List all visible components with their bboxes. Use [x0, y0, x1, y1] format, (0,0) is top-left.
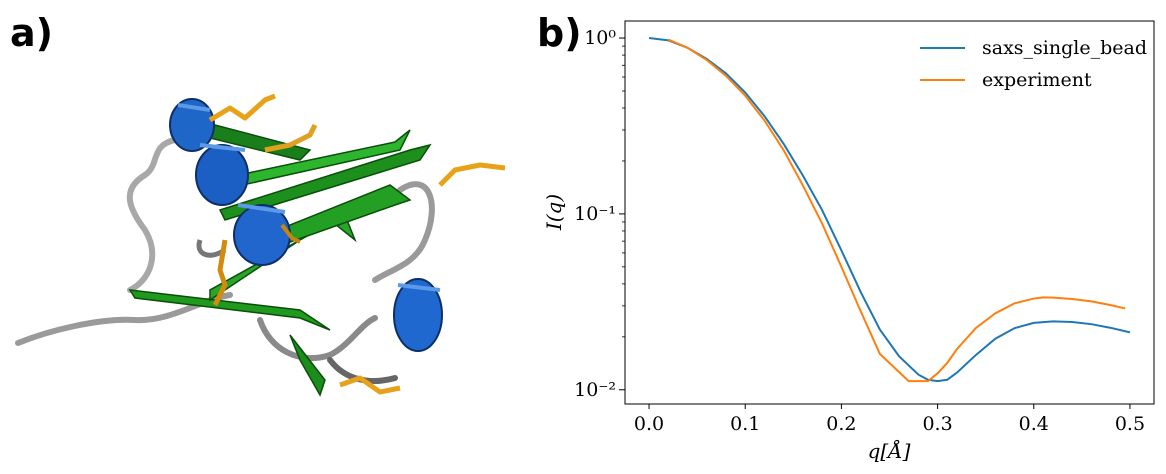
- x-tick-label: 0.5: [1115, 413, 1145, 435]
- x-tick-label: 0.0: [634, 413, 664, 435]
- y-tick-label: 10⁻¹: [574, 203, 616, 225]
- plot-frame: [624, 20, 1155, 405]
- saxs-chart: 0.0 0.1 0.2 0.3 0.4 0.5 10⁰ 10⁻¹ 10⁻² q[Å] I(q)…: [542, 20, 1155, 463]
- legend-label: experiment: [982, 69, 1092, 91]
- protein-structure-image: [15, 93, 506, 397]
- panel-a-label: a): [10, 11, 53, 55]
- y-tick-label: 10⁰: [584, 27, 616, 49]
- panel-b-label: b): [537, 11, 582, 55]
- series-line-saxs-single-bead: [648, 37, 1131, 383]
- y-axis-ticks: 10⁰ 10⁻¹ 10⁻²: [574, 27, 625, 401]
- x-axis-label: q[Å]: [868, 438, 911, 463]
- legend: saxs_single_bead experiment: [920, 37, 1147, 91]
- x-axis-ticks: 0.0 0.1 0.2 0.3 0.4 0.5: [634, 404, 1145, 435]
- y-axis-label: I(q): [542, 194, 566, 231]
- series-line-experiment: [667, 38, 1126, 383]
- series-layer: [648, 37, 1131, 383]
- x-tick-label: 0.4: [1019, 413, 1049, 435]
- y-tick-label: 10⁻²: [574, 379, 616, 401]
- x-tick-label: 0.3: [922, 413, 952, 435]
- x-tick-label: 0.1: [730, 413, 760, 435]
- x-tick-label: 0.2: [826, 413, 856, 435]
- legend-label: saxs_single_bead: [982, 37, 1147, 59]
